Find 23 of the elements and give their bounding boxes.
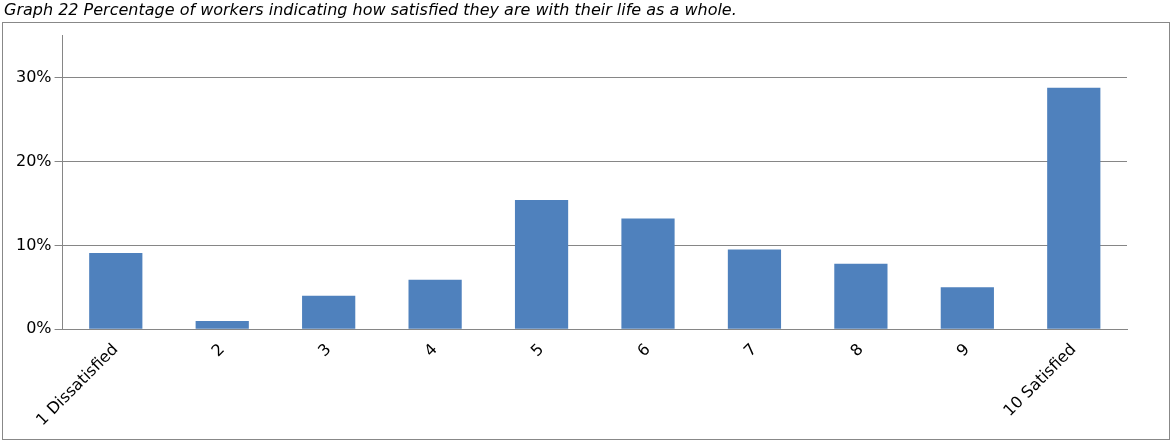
bar bbox=[1047, 87, 1101, 329]
x-tick-label: 4 bbox=[420, 339, 441, 361]
x-tick-label: 3 bbox=[313, 339, 335, 361]
x-tick-label: 9 bbox=[952, 339, 974, 361]
bar bbox=[302, 295, 356, 329]
x-tick-label: 2 bbox=[207, 339, 228, 361]
x-tick-label: 7 bbox=[739, 339, 761, 361]
y-tick-label: 0% bbox=[26, 318, 52, 338]
bar bbox=[940, 287, 994, 329]
x-tick-label: 8 bbox=[846, 339, 867, 361]
x-tick-label: 6 bbox=[633, 339, 654, 361]
bar bbox=[514, 200, 569, 329]
x-tick-label: 5 bbox=[526, 339, 548, 361]
bar bbox=[727, 249, 782, 329]
y-tick-label: 30% bbox=[16, 66, 52, 86]
bar bbox=[408, 279, 462, 329]
chart-title: Graph 22 Percentage of workers indicating how satisfied they are with their life as a whole. bbox=[4, 0, 737, 19]
bar bbox=[195, 320, 249, 329]
bar bbox=[621, 218, 675, 329]
bar bbox=[834, 263, 888, 329]
y-tick-label: 10% bbox=[16, 234, 52, 254]
y-tick-label: 20% bbox=[16, 150, 52, 170]
bar bbox=[89, 252, 143, 329]
